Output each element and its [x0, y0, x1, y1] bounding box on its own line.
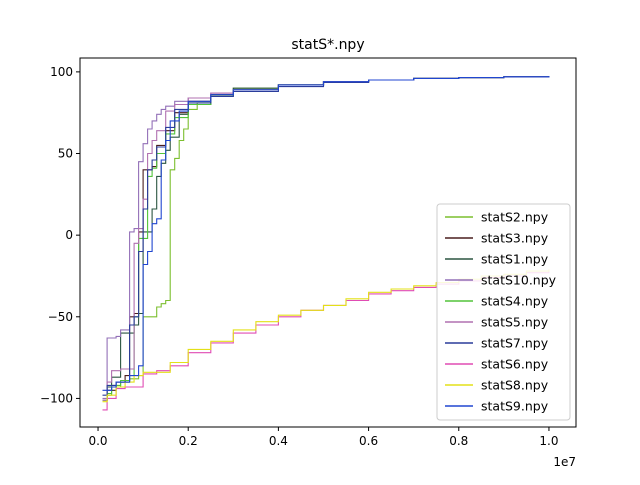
x-tick-label: 0.6 — [359, 434, 378, 448]
legend-label: statS8.npy — [481, 378, 549, 393]
legend-label: statS1.npy — [481, 252, 549, 267]
series-line-stats9 — [102, 76, 550, 391]
plot-layer — [102, 76, 550, 411]
x-tick-label: 0.8 — [449, 434, 468, 448]
x-tick-label: 0.0 — [88, 434, 107, 448]
legend-label: statS5.npy — [481, 315, 549, 330]
x-offset-label: 1e7 — [553, 455, 576, 469]
legend-label: statS3.npy — [481, 231, 549, 246]
tick-layer: 0.0 0.2 0.4 0.6 0.8 1.0 −100 −50 0 50 100 — [40, 65, 558, 448]
legend-label: statS2.npy — [481, 210, 549, 225]
legend-box — [436, 203, 571, 421]
legend-label: statS9.npy — [481, 399, 549, 414]
axes-frame — [79, 57, 577, 428]
x-tick-label: 0.4 — [269, 434, 288, 448]
x-tick-label: 0.2 — [179, 434, 198, 448]
y-tick-label: −50 — [48, 310, 73, 324]
y-tick-label: 50 — [58, 147, 73, 161]
y-tick-label: 0 — [65, 228, 73, 242]
y-tick-label: 100 — [50, 65, 73, 79]
legend-label: statS10.npy — [481, 273, 557, 288]
legend-label: statS7.npy — [481, 336, 549, 351]
y-tick-label: −100 — [40, 391, 73, 405]
legend-label: statS4.npy — [481, 294, 549, 309]
chart-title: statS*.npy — [291, 37, 364, 53]
x-tick-label: 1.0 — [539, 434, 558, 448]
legend-label: statS6.npy — [481, 357, 549, 372]
legend: statS2.npy statS3.npy statS1.npy statS10.np… — [436, 203, 571, 421]
